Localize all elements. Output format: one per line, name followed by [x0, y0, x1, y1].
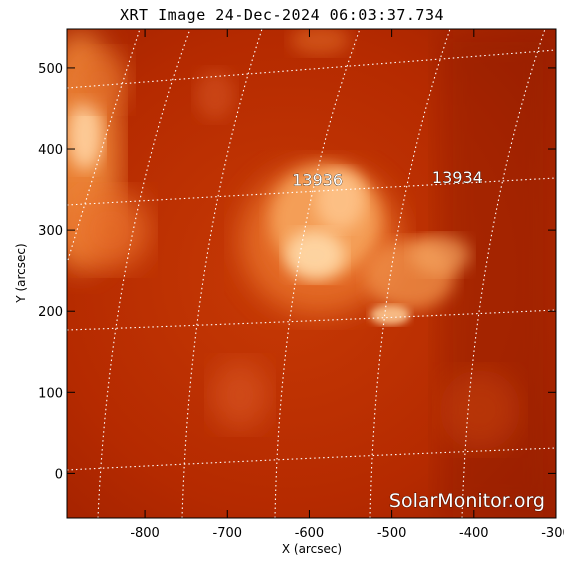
coordinate-grid — [67, 29, 556, 518]
x-tick-label: -400 — [459, 526, 489, 541]
active-region-label: 13936 — [292, 171, 343, 190]
solar-image — [67, 29, 556, 518]
y-tick-label: 300 — [38, 224, 63, 239]
x-tick-label: -700 — [213, 526, 243, 541]
image-title: XRT Image 24-Dec-2024 06:03:37.734 — [119, 6, 445, 24]
y-tick-label: 200 — [38, 305, 63, 320]
y-tick-label: 0 — [55, 467, 63, 482]
watermark: SolarMonitor.org — [389, 490, 545, 512]
x-tick-label: -300 — [541, 526, 564, 541]
y-tick-label: 500 — [38, 62, 63, 77]
y-axis-ticks: 0 100 200 300 400 500 — [38, 62, 556, 482]
y-tick-label: 100 — [38, 386, 63, 401]
plot-frame — [66, 28, 557, 519]
x-axis-ticks: -800 -700 -600 -500 -400 -300 — [130, 29, 564, 541]
region-labels: 13936 13934 — [292, 168, 483, 190]
y-axis-label: Y (arcsec) — [14, 243, 28, 303]
y-tick-label: 400 — [38, 143, 63, 158]
x-axis-label: X (arcsec) — [282, 542, 342, 556]
x-tick-label: -800 — [130, 526, 160, 541]
x-tick-label: -600 — [295, 526, 325, 541]
active-region-label: 13934 — [432, 168, 483, 187]
x-tick-label: -500 — [377, 526, 407, 541]
